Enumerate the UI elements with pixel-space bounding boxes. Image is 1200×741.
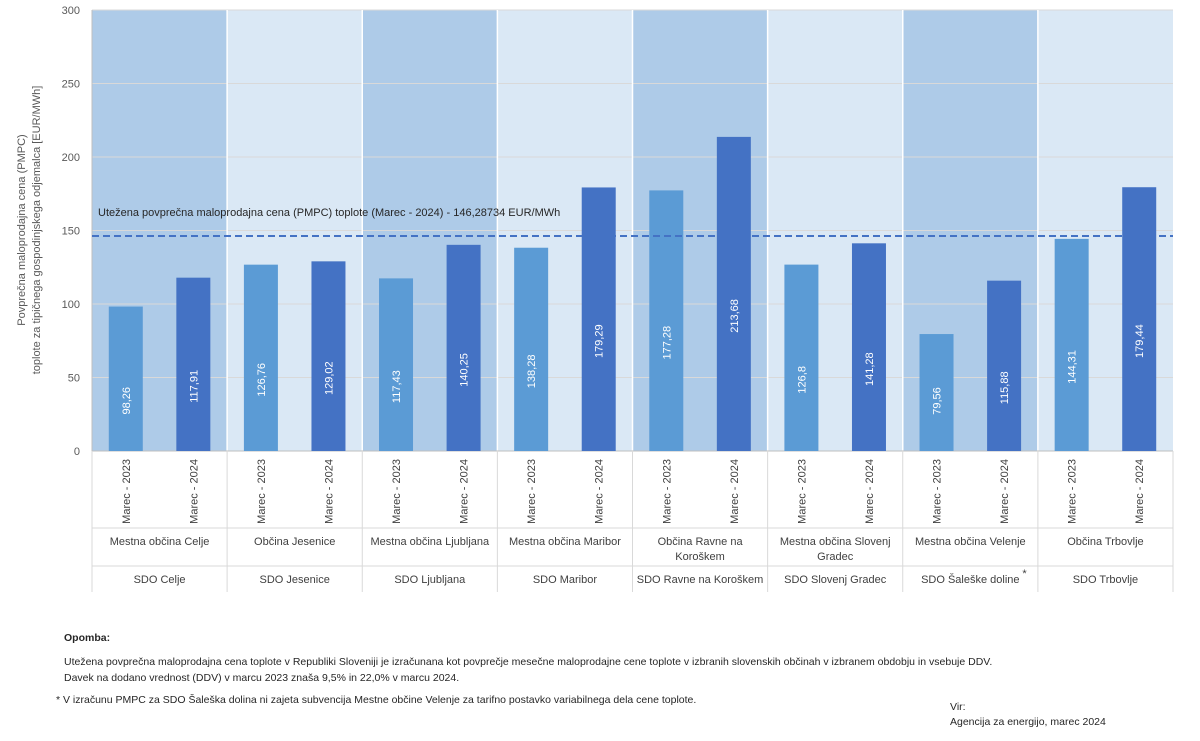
x-tick-label: Marec - 2023 (796, 459, 808, 524)
municipality-label: Mestna občina Celje (110, 536, 210, 548)
bar-value-label: 179,44 (1134, 324, 1146, 358)
municipality-label: Občina Ravne na Koroškem (658, 536, 744, 563)
bar (514, 247, 549, 451)
municipality-label: Mestna občina Ljubljana (370, 536, 490, 548)
municipality-label-line: Koroškem (675, 551, 725, 563)
bar-value-label: 126,8 (796, 366, 808, 394)
bar-value-label: 129,02 (323, 361, 335, 395)
bar (1054, 238, 1089, 451)
bar (649, 190, 684, 451)
y-axis-title-line2: toplote za tipičnega gospodinjskega odje… (31, 86, 43, 375)
bar (1122, 187, 1157, 451)
bar-value-label: 179,29 (594, 324, 606, 358)
y-tick-label: 100 (62, 299, 80, 311)
x-tick-label: Marec - 2024 (323, 459, 335, 524)
note-footnote: * V izračunu PMPC za SDO Šaleška dolina … (56, 694, 697, 706)
municipality-label-line: Občina Jesenice (254, 536, 335, 548)
bar (379, 278, 414, 451)
sdo-label: SDO Trbovlje (1073, 574, 1138, 586)
municipality-label-line: Mestna občina Slovenj (780, 536, 891, 548)
sdo-label: SDO Celje (134, 574, 186, 586)
municipality-label-line: Gradec (817, 551, 854, 563)
sdo-label: SDO Maribor (533, 574, 598, 586)
bar-value-label: 117,43 (391, 370, 403, 403)
bar-value-label: 140,25 (459, 353, 471, 387)
bar-value-label: 144,31 (1067, 350, 1079, 384)
x-tick-label: Marec - 2024 (1134, 459, 1146, 524)
bar (108, 306, 143, 451)
x-tick-label: Marec - 2023 (391, 459, 403, 524)
bar (851, 243, 886, 451)
y-tick-label: 50 (68, 373, 80, 385)
source-label: Vir: (950, 701, 966, 713)
notes-title: Opomba: (64, 632, 111, 644)
bar-value-label: 141,28 (864, 352, 876, 386)
y-tick-label: 200 (62, 152, 80, 164)
reference-line-label: Utežena povprečna maloprodajna cena (PMP… (98, 207, 560, 219)
x-tick-label: Marec - 2024 (594, 459, 606, 524)
y-tick-label: 0 (74, 446, 80, 458)
bar-value-label: 177,28 (661, 326, 673, 360)
source-text: Agencija za energijo, marec 2024 (950, 716, 1106, 728)
x-tick-label: Marec - 2023 (526, 459, 538, 524)
sdo-label: SDO Šaleške doline (921, 573, 1019, 586)
sdo-label: SDO Jesenice (260, 574, 330, 586)
bar-value-label: 115,88 (999, 371, 1011, 404)
bar-value-label: 213,68 (729, 299, 741, 333)
y-tick-label: 250 (62, 79, 80, 91)
municipality-label: Mestna občina Maribor (509, 536, 621, 548)
x-tick-label: Marec - 2024 (864, 459, 876, 524)
x-tick-label: Marec - 2023 (1067, 459, 1079, 524)
bar-value-label: 117,91 (188, 370, 200, 403)
y-tick-label: 300 (62, 5, 80, 17)
x-tick-label: Marec - 2023 (661, 459, 673, 524)
sdo-label: SDO Ljubljana (394, 574, 466, 586)
bar-value-label: 138,28 (526, 355, 538, 389)
bar-value-label: 79,56 (932, 387, 944, 415)
x-tick-label: Marec - 2023 (121, 459, 133, 524)
bar (919, 334, 954, 451)
y-axis-title-line1: Povprečna maloprodajna cena (PMPC) (16, 134, 28, 325)
bar (581, 187, 616, 451)
bar (176, 277, 211, 451)
bar (784, 264, 819, 451)
source-credit: Vir: Agencija za energijo, marec 2024 (950, 700, 1106, 730)
x-tick-label: Marec - 2024 (729, 459, 741, 524)
bar (311, 261, 346, 451)
note-line-1: Utežena povprečna maloprodajna cena topl… (64, 656, 993, 668)
municipality-label-line: Mestna občina Velenje (915, 536, 1026, 548)
municipality-label-line: Mestna občina Celje (110, 536, 210, 548)
y-tick-label: 150 (62, 226, 80, 238)
municipality-label-line: Občina Ravne na (658, 536, 744, 548)
bar (716, 136, 751, 452)
x-tick-label: Marec - 2024 (999, 459, 1011, 524)
municipality-label: Mestna občina Velenje (915, 536, 1026, 548)
municipality-label-line: Občina Trbovlje (1067, 536, 1143, 548)
bar (446, 244, 481, 451)
bar (987, 280, 1022, 451)
x-tick-label: Marec - 2023 (932, 459, 944, 524)
municipality-label: Občina Trbovlje (1067, 536, 1143, 548)
municipality-label: Mestna občina Slovenj Gradec (780, 536, 891, 563)
sdo-label: SDO Ravne na Koroškem (637, 574, 764, 586)
x-tick-label: Marec - 2023 (256, 459, 268, 524)
x-tick-label: Marec - 2024 (188, 459, 200, 524)
bar (243, 264, 278, 451)
sdo-label: SDO Slovenj Gradec (784, 574, 887, 586)
chart: 0 50 100 150 200 250 300 Povprečna maloprodajna… (16, 5, 1174, 592)
bar-value-label: 126,76 (256, 363, 268, 397)
municipality-label-line: Mestna občina Ljubljana (370, 536, 490, 548)
sdo-footnote-mark: * (1022, 568, 1027, 580)
note-line-2: Davek na dodano vrednost (DDV) v marcu 2… (64, 672, 460, 684)
bar-value-label: 98,26 (121, 387, 133, 415)
municipality-label-line: Mestna občina Maribor (509, 536, 621, 548)
x-tick-label: Marec - 2024 (459, 459, 471, 524)
municipality-label: Občina Jesenice (254, 536, 335, 548)
